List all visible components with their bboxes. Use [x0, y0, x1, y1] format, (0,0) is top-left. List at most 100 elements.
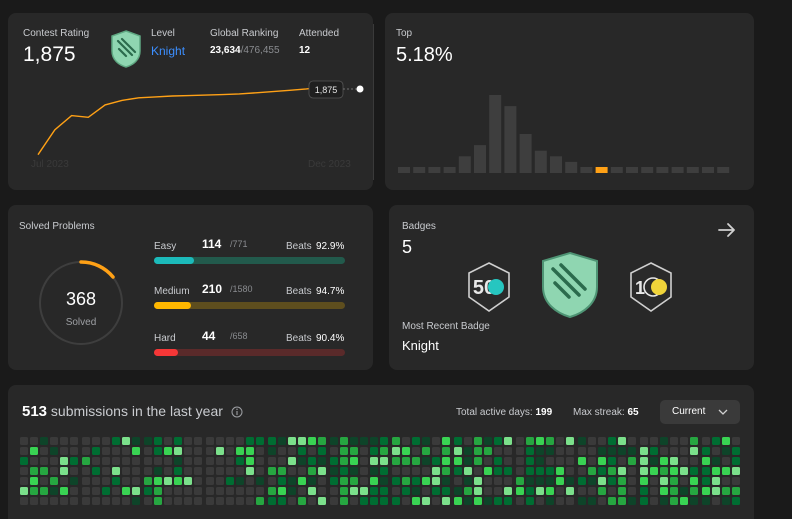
heatmap-cell [92, 477, 100, 485]
heatmap-cell [712, 447, 720, 455]
heatmap-cell [618, 467, 626, 475]
heatmap-cell [370, 477, 378, 485]
heatmap-cell [194, 437, 202, 445]
heatmap-cell [278, 497, 286, 505]
knight-badge-large-icon[interactable] [539, 251, 601, 319]
heatmap-cell [50, 437, 58, 445]
heatmap-cell [484, 467, 492, 475]
heatmap-cell [184, 437, 192, 445]
info-icon[interactable] [231, 406, 243, 418]
heatmap-cell [70, 497, 78, 505]
rating-line-chart[interactable]: 1,875 [28, 75, 368, 185]
heatmap-cell [20, 497, 28, 505]
heatmap-cell [598, 457, 606, 465]
heatmap-cell [442, 467, 450, 475]
heatmap-cell [670, 497, 678, 505]
heatmap-cell [70, 487, 78, 495]
difficulty-row-medium[interactable]: Medium 210 /1580 Beats 94.7% [154, 282, 345, 322]
heatmap-cell [194, 477, 202, 485]
heatmap-cell [392, 457, 400, 465]
contest-rating-value: 1,875 [23, 43, 76, 66]
heatmap-cell [454, 467, 462, 475]
heatmap-cell [650, 467, 658, 475]
heatmap-cell [112, 457, 120, 465]
heatmap-cell [578, 437, 586, 445]
heatmap-cell [236, 467, 244, 475]
heatmap-cell [298, 497, 306, 505]
heatmap-cell [432, 467, 440, 475]
heatmap-cell [690, 447, 698, 455]
heatmap-cell [680, 467, 688, 475]
heatmap-cell [628, 457, 636, 465]
submissions-title-suffix: submissions in the last year [50, 403, 223, 419]
heatmap-cell [256, 487, 264, 495]
heatmap-cell [226, 477, 234, 485]
heatmap-cell [432, 497, 440, 505]
solved-progress-ring[interactable] [36, 258, 126, 348]
heatmap-cell [246, 477, 254, 485]
heatmap-cell [526, 437, 534, 445]
heatmap-cell [50, 467, 58, 475]
heatmap-cell [194, 497, 202, 505]
heatmap-cell [380, 447, 388, 455]
global-rank: 23,634 [210, 45, 241, 56]
heatmap-cell [164, 447, 172, 455]
heatmap-cell [256, 457, 264, 465]
heatmap-cell [298, 447, 306, 455]
arrow-right-icon[interactable] [716, 219, 738, 241]
heatmap-cell [536, 497, 544, 505]
heatmap-cell [330, 437, 338, 445]
heatmap-cell [360, 477, 368, 485]
heatmap-cell [154, 447, 162, 455]
heatmap-cell [484, 447, 492, 455]
heatmap-cell [340, 497, 348, 505]
heatmap-cell [504, 497, 512, 505]
distribution-bar [519, 134, 532, 173]
heatmap-cell [598, 447, 606, 455]
heatmap-cell [132, 467, 140, 475]
difficulty-row-easy[interactable]: Easy 114 /771 Beats 92.9% [154, 237, 345, 277]
heatmap-cell [650, 497, 658, 505]
heatmap-cell [618, 457, 626, 465]
heatmap-cell [702, 487, 710, 495]
heatmap-cell [60, 437, 68, 445]
submission-heatmap[interactable] [20, 435, 744, 515]
heatmap-cell [226, 467, 234, 475]
heatmap-cell [702, 457, 710, 465]
badges-label: Badges [402, 221, 436, 232]
heatmap-cell [154, 467, 162, 475]
heatmap-cell [236, 497, 244, 505]
heatmap-cell [318, 477, 326, 485]
rating-distribution-chart[interactable] [398, 73, 738, 178]
heatmap-cell [412, 497, 420, 505]
heatmap-cell [556, 447, 564, 455]
heatmap-cell [174, 467, 182, 475]
heatmap-cell [132, 497, 140, 505]
heatmap-cell [144, 457, 152, 465]
difficulty-name: Hard [154, 333, 176, 344]
heatmap-cell [608, 477, 616, 485]
heatmap-cell [392, 487, 400, 495]
heatmap-cell [246, 457, 254, 465]
heatmap-cell [712, 477, 720, 485]
heatmap-cell [494, 447, 502, 455]
50-days-badge-icon[interactable]: 50 [465, 261, 513, 313]
heatmap-cell [268, 457, 276, 465]
heatmap-cell [216, 437, 224, 445]
heatmap-cell [318, 457, 326, 465]
tooltip-value: 1,875 [315, 85, 338, 95]
distribution-bar [443, 167, 456, 173]
heatmap-cell [546, 457, 554, 465]
heatmap-cell [442, 477, 450, 485]
heatmap-cell [566, 487, 574, 495]
heatmap-cell [526, 447, 534, 455]
100-days-badge-icon[interactable]: 1 [627, 261, 675, 313]
contest-rating-card: Contest Rating 1,875 Level Knight Global… [8, 13, 373, 190]
year-dropdown[interactable]: Current [660, 400, 740, 424]
difficulty-row-hard[interactable]: Hard 44 /658 Beats 90.4% [154, 329, 345, 369]
heatmap-cell [330, 467, 338, 475]
active-days-value: 199 [535, 407, 553, 418]
heatmap-cell [702, 477, 710, 485]
heatmap-cell [246, 437, 254, 445]
heatmap-cell [712, 457, 720, 465]
